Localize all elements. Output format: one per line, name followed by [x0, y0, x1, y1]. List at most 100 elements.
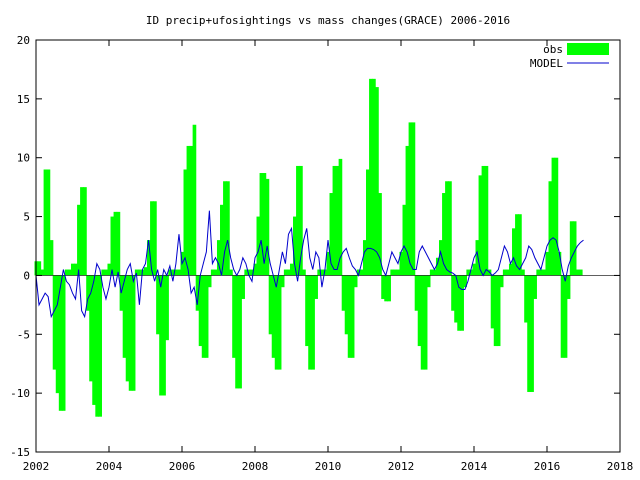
obs-bar	[505, 269, 510, 276]
obs-bar	[366, 169, 370, 276]
obs-bar	[341, 275, 346, 311]
obs-bar	[104, 269, 109, 276]
obs-bar	[575, 269, 580, 276]
obs-bar	[201, 275, 206, 358]
obs-bar	[150, 201, 154, 276]
obs-bar	[40, 269, 45, 276]
obs-bar	[43, 169, 48, 276]
x-tick-label: 2012	[388, 460, 415, 473]
obs-bar	[451, 275, 455, 311]
obs-bar	[210, 269, 215, 276]
obs-bar	[481, 165, 486, 276]
obs-bar	[244, 269, 248, 276]
obs-bar	[226, 181, 230, 276]
obs-bar	[122, 275, 127, 358]
obs-bar	[454, 275, 458, 323]
obs-bar	[55, 275, 60, 394]
obs-bar	[174, 269, 179, 276]
obs-bar	[463, 275, 467, 288]
obs-bar	[183, 169, 188, 276]
obs-bar	[195, 275, 200, 311]
obs-bar	[317, 269, 321, 276]
obs-bar	[484, 165, 489, 276]
obs-bar	[387, 275, 391, 302]
obs-bar	[229, 269, 233, 276]
obs-bar	[107, 263, 112, 276]
y-tick-label: 20	[17, 34, 30, 47]
obs-bar	[563, 275, 568, 358]
obs-bar	[116, 211, 121, 276]
obs-bar	[101, 269, 106, 276]
legend-model-label: MODEL	[530, 57, 563, 70]
obs-bar	[67, 269, 72, 276]
obs-bar	[496, 275, 501, 347]
obs-bar	[89, 275, 93, 382]
obs-bar	[369, 78, 373, 276]
obs-bar	[375, 87, 379, 276]
obs-bar	[533, 275, 537, 299]
legend-obs-swatch	[567, 43, 609, 55]
x-tick-label: 2002	[23, 460, 50, 473]
obs-bar	[332, 165, 337, 276]
obs-bar	[256, 216, 261, 276]
obs-bar	[177, 269, 182, 276]
obs-bar	[64, 269, 69, 276]
obs-bar	[344, 275, 349, 335]
x-tick-label: 2016	[534, 460, 561, 473]
obs-bar	[86, 275, 90, 311]
obs-bar	[414, 275, 419, 311]
obs-bar	[478, 175, 483, 276]
obs-bar	[405, 145, 410, 276]
obs-bar	[536, 269, 540, 276]
obs-bar	[46, 169, 51, 276]
obs-bar	[220, 204, 224, 276]
obs-bar	[548, 181, 553, 276]
x-tick-label: 2008	[242, 460, 269, 473]
obs-bar	[156, 275, 160, 335]
obs-bar	[402, 204, 407, 276]
obs-bar	[189, 145, 194, 276]
obs-bar	[338, 158, 343, 276]
obs-bar	[460, 275, 464, 331]
obs-bar	[137, 269, 142, 276]
obs-bar	[439, 240, 443, 276]
model-line	[35, 210, 584, 319]
obs-bar	[247, 269, 252, 276]
obs-bar	[207, 275, 212, 288]
obs-bar	[578, 269, 583, 276]
obs-bar	[286, 269, 291, 276]
obs-bar	[435, 257, 440, 276]
obs-bar	[475, 240, 480, 276]
obs-bar	[423, 275, 428, 370]
obs-bar	[539, 269, 544, 276]
obs-bar	[52, 275, 57, 370]
obs-bar	[128, 275, 133, 391]
obs-bar	[61, 275, 66, 411]
obs-bar	[293, 216, 297, 276]
obs-bar	[323, 269, 328, 276]
obs-bar	[372, 78, 376, 276]
obs-bar	[432, 269, 437, 276]
obs-bar	[159, 275, 163, 396]
obs-bar	[134, 269, 139, 276]
obs-bar	[445, 181, 449, 276]
obs-bar	[335, 165, 340, 276]
obs-bar	[442, 193, 446, 276]
obs-bar	[499, 275, 504, 288]
obs-bar	[250, 269, 255, 276]
obs-bar	[98, 275, 102, 417]
obs-bar	[557, 251, 562, 276]
obs-bar	[153, 201, 157, 276]
obs-bar	[113, 211, 118, 276]
obs-bar	[508, 263, 513, 276]
obs-bar	[518, 214, 522, 276]
obs-bar	[186, 145, 191, 276]
obs-bar	[393, 269, 398, 276]
obs-bar	[329, 193, 334, 276]
obs-bar	[411, 122, 416, 276]
obs-bar	[515, 214, 519, 276]
obs-bar	[277, 275, 282, 370]
obs-bar	[77, 204, 81, 276]
obs-bar	[359, 269, 364, 276]
obs-bar	[353, 275, 358, 288]
